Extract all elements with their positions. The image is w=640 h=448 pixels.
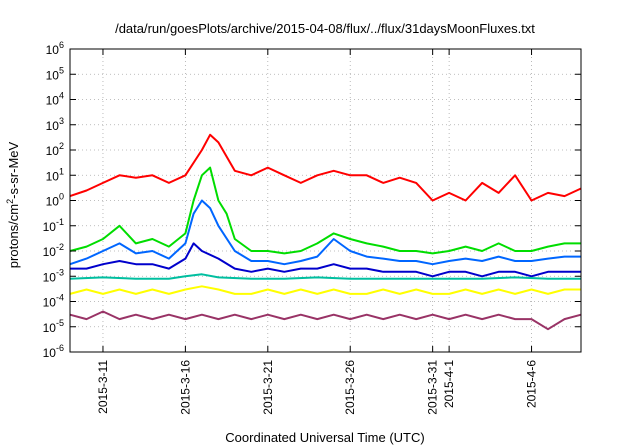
y-axis-label-suffix: -s-sr-MeV bbox=[6, 141, 21, 198]
y-tick-label: 102 bbox=[46, 141, 64, 158]
grid bbox=[70, 49, 581, 352]
y-tick-label: 10-3 bbox=[43, 267, 64, 284]
series-line-7 bbox=[69, 310, 582, 331]
y-tick-base: 10 bbox=[46, 68, 60, 82]
y-tick-exponent: 5 bbox=[59, 65, 64, 75]
y-tick-exponent: -1 bbox=[56, 217, 64, 227]
y-tick-label: 10-6 bbox=[43, 343, 64, 360]
x-tick-label: 2015-3-21 bbox=[261, 360, 275, 415]
x-tick-label: 2015-3-11 bbox=[96, 360, 110, 414]
x-tick-label: 2015-3-26 bbox=[343, 360, 357, 415]
y-axis-label: protons/cm2-s-sr-MeV bbox=[5, 141, 21, 268]
y-axis-label-prefix: protons/cm bbox=[6, 204, 21, 268]
chart-title: /data/run/goesPlots/archive/2015-04-08/f… bbox=[115, 21, 535, 36]
y-tick-exponent: 2 bbox=[59, 141, 64, 151]
y-tick-exponent: -3 bbox=[56, 267, 64, 277]
y-tick-label: 10-4 bbox=[43, 293, 64, 310]
x-tick-label: 2015-3-31 bbox=[426, 360, 440, 415]
x-tick-label: 2015-4-6 bbox=[525, 360, 539, 408]
series-line-2 bbox=[69, 166, 581, 255]
y-tick-base: 10 bbox=[46, 43, 60, 57]
series-line-6 bbox=[69, 285, 581, 295]
series-line-5 bbox=[69, 273, 581, 280]
x-axis-ticks: 2015-3-11 2015-3-16 2015-3-21 2015-3-26 2015… bbox=[96, 49, 539, 415]
x-tick-label: 2015-4-1 bbox=[442, 360, 456, 408]
y-tick-base: 10 bbox=[43, 346, 57, 360]
series-line-4 bbox=[70, 242, 581, 278]
series-group bbox=[69, 133, 582, 331]
y-tick-label: 10-5 bbox=[43, 318, 64, 335]
y-tick-label: 104 bbox=[46, 91, 64, 108]
y-tick-exponent: 4 bbox=[59, 91, 64, 101]
series-line-1 bbox=[69, 133, 582, 202]
y-tick-exponent: 1 bbox=[59, 166, 64, 176]
x-tick-label: 2015-3-16 bbox=[178, 360, 192, 415]
y-tick-label: 100 bbox=[46, 192, 64, 209]
y-tick-base: 10 bbox=[43, 321, 57, 335]
x-axis-label: Coordinated Universal Time (UTC) bbox=[225, 430, 424, 445]
y-tick-base: 10 bbox=[43, 270, 57, 284]
y-tick-exponent: -6 bbox=[56, 343, 64, 353]
y-axis-label-sup: 2 bbox=[5, 199, 15, 204]
y-tick-base: 10 bbox=[46, 195, 60, 209]
y-tick-label: 106 bbox=[46, 40, 64, 57]
y-tick-exponent: 6 bbox=[59, 40, 64, 50]
y-tick-base: 10 bbox=[46, 94, 60, 108]
y-tick-exponent: -4 bbox=[56, 293, 64, 303]
y-tick-label: 10-2 bbox=[43, 242, 64, 259]
series-line-3 bbox=[69, 199, 581, 266]
y-tick-base: 10 bbox=[46, 144, 60, 158]
y-tick-base: 10 bbox=[43, 220, 57, 234]
y-tick-exponent: -2 bbox=[56, 242, 64, 252]
y-tick-exponent: 3 bbox=[59, 116, 64, 126]
y-tick-label: 10-1 bbox=[43, 217, 64, 234]
y-tick-base: 10 bbox=[43, 245, 57, 259]
y-tick-exponent: 0 bbox=[59, 192, 64, 202]
y-tick-exponent: -5 bbox=[56, 318, 64, 328]
y-tick-label: 103 bbox=[46, 116, 64, 133]
y-tick-base: 10 bbox=[46, 119, 60, 133]
y-tick-base: 10 bbox=[46, 169, 60, 183]
y-tick-label: 105 bbox=[46, 65, 64, 82]
y-tick-base: 10 bbox=[43, 296, 57, 310]
y-tick-label: 101 bbox=[46, 166, 64, 183]
y-axis-ticks: 10-610-510-410-310-210-11001011021031041… bbox=[43, 40, 581, 360]
